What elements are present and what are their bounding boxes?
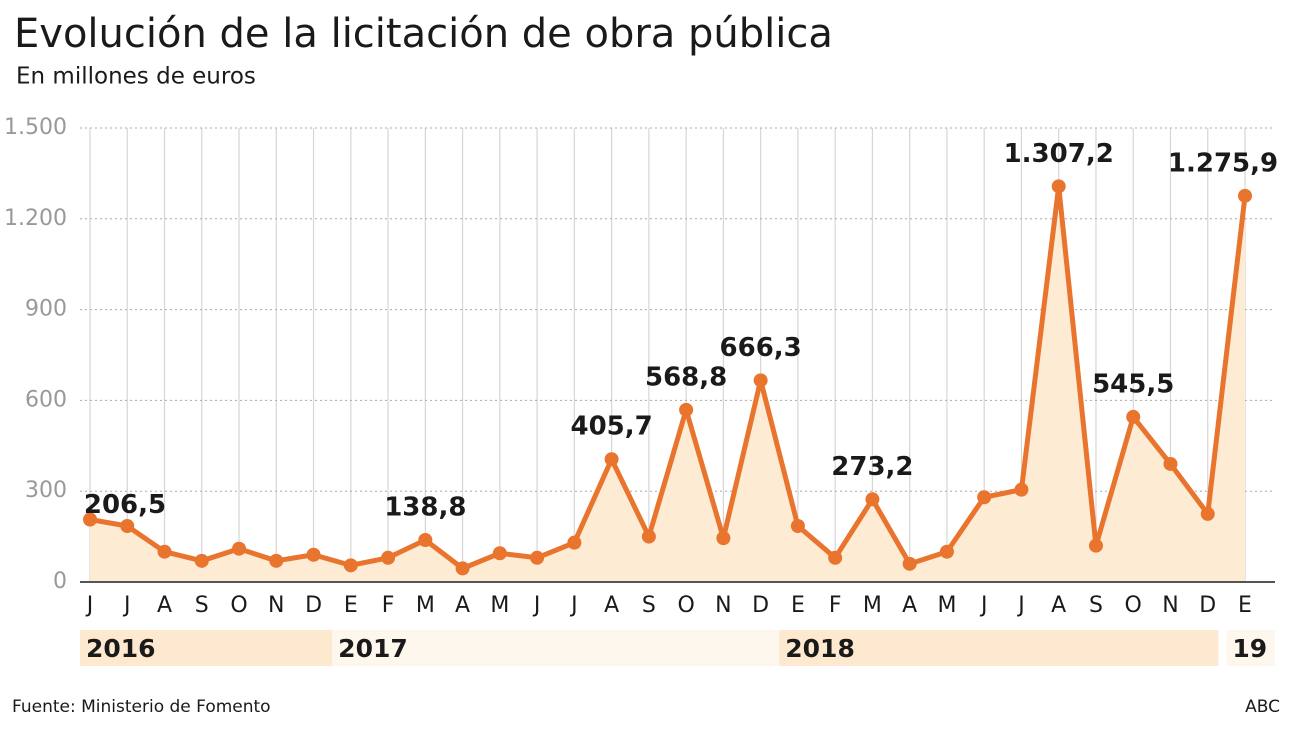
x-tick-label: A [604,593,619,618]
point [306,547,321,562]
x-tick-label: A [902,593,917,618]
x-tick-label: N [268,593,284,618]
point [157,544,172,559]
x-tick-label: J [569,593,578,618]
data-label: 206,5 [84,490,166,520]
point [790,519,805,534]
x-tick-label: D [752,593,769,618]
x-tick-label: M [490,593,509,618]
y-tick-label: 300 [25,478,67,503]
point [1200,506,1215,521]
point [977,490,992,505]
point [418,532,433,547]
point [679,402,694,417]
x-tick-label: S [195,593,209,618]
data-label: 138,8 [384,492,466,522]
point [865,492,880,507]
point [828,550,843,565]
point [1088,538,1103,553]
x-tick-label: M [863,593,882,618]
y-tick-label: 600 [25,387,67,412]
data-label: 405,7 [570,412,652,442]
credit: ABC [1245,697,1280,717]
year-band [80,630,333,666]
point [83,512,97,527]
x-tick-label: M [416,593,435,618]
chart-subtitle: En millones de euros [16,64,256,90]
x-tick-label: O [1125,593,1142,618]
year-band [332,630,780,666]
x-tick-label: E [344,593,358,618]
y-tick-label: 900 [25,297,67,322]
x-tick-label: E [1238,593,1252,618]
x-tick-label: J [979,593,988,618]
point [753,373,768,388]
point [939,544,954,559]
point [1014,482,1029,497]
point [902,556,917,571]
x-tick-label: D [305,593,322,618]
y-tick-label: 1.200 [4,206,67,231]
point [455,561,470,576]
x-tick-label: J [532,593,541,618]
chart-title: Evolución de la licitación de obra públi… [14,11,833,57]
point [1051,179,1066,194]
x-tick-label: A [157,593,172,618]
data-label: 1.307,2 [1004,139,1114,169]
point [530,550,545,565]
point [716,531,731,546]
x-tick-label: J [1016,593,1025,618]
point [194,553,209,568]
data-label: 666,3 [720,333,802,363]
point [381,550,396,565]
x-tick-label: S [1089,593,1103,618]
data-label: 1.275,9 [1168,148,1278,178]
x-tick-label: J [85,593,94,618]
point [1238,188,1252,203]
year-band [1226,630,1275,666]
x-tick-label: M [937,593,956,618]
source: Fuente: Ministerio de Fomento [12,697,271,717]
point [641,529,656,544]
x-tick-label: F [829,593,842,618]
year-band [779,630,1219,666]
area [90,186,1245,582]
point [120,519,135,534]
data-label: 568,8 [645,362,727,392]
year-label: 2017 [338,634,408,663]
x-tick-label: O [230,593,247,618]
point [492,546,507,561]
x-tick-label: N [1162,593,1178,618]
point [1163,456,1178,471]
x-tick-label: A [1051,593,1066,618]
point [1126,409,1141,424]
x-tick-label: E [791,593,805,618]
x-tick-label: S [642,593,656,618]
x-tick-label: N [715,593,731,618]
point [567,535,582,550]
point [604,452,619,467]
data-label: 273,2 [831,452,913,482]
year-label: 2016 [86,634,156,663]
x-tick-label: J [122,593,131,618]
data-label: 545,5 [1092,369,1174,399]
point [232,541,247,556]
y-tick-label: 1.500 [4,115,67,140]
y-tick-label: 0 [53,569,67,594]
x-tick-label: O [677,593,694,618]
x-tick-label: D [1199,593,1216,618]
year-label: 19 [1232,634,1267,663]
year-label: 2018 [785,634,855,663]
point [343,558,358,573]
point [269,553,284,568]
x-tick-label: F [382,593,395,618]
x-tick-label: A [455,593,470,618]
